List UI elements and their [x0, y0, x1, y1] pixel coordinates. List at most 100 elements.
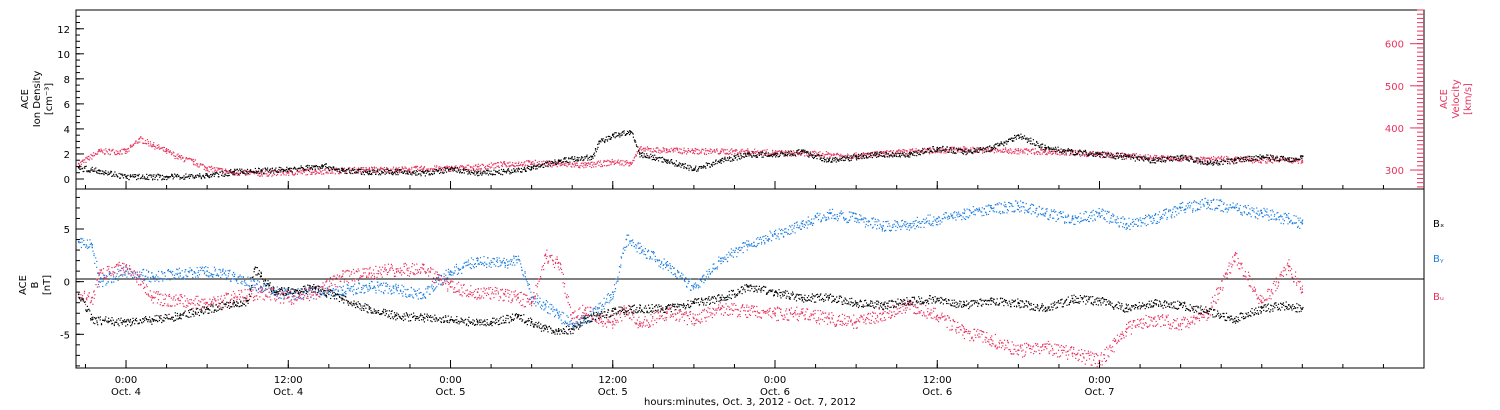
density-series-point [227, 175, 229, 177]
density-series-point [693, 169, 695, 171]
by-series-point [237, 282, 239, 284]
density-series-point [862, 156, 864, 158]
density-series-point [958, 149, 960, 151]
velocity-series-point [754, 148, 756, 150]
velocity-series-point [371, 166, 373, 168]
density-series-point [825, 159, 827, 161]
by-series-point [230, 280, 232, 282]
density-series-point [134, 174, 137, 176]
by-series-point [193, 271, 195, 273]
velocity-series-point [830, 155, 833, 157]
velocity-series-point [652, 148, 655, 150]
velocity-series-marker [1301, 159, 1304, 162]
density-series-point [119, 177, 121, 179]
density-series-point [1082, 152, 1084, 154]
by-series-point [191, 269, 193, 272]
by-series-point [363, 285, 365, 287]
density-series-point [120, 173, 122, 176]
velocity-series-point [442, 167, 444, 169]
velocity-series-point [451, 169, 453, 172]
by-series-point [430, 286, 432, 288]
density-series-point [995, 143, 998, 145]
by-series-point [332, 289, 334, 291]
density-series-point [464, 169, 466, 171]
density-series-point [1241, 157, 1243, 159]
velocity-series-point [620, 159, 622, 162]
density-series-marker [963, 150, 966, 153]
velocity-series-point [319, 172, 321, 174]
density-series-point [857, 156, 859, 158]
density-series-point [1192, 158, 1194, 161]
density-series-point [992, 147, 995, 149]
velocity-series-point [103, 149, 105, 151]
velocity-series-point [772, 149, 774, 151]
velocity-series-point [1202, 157, 1204, 160]
density-series-point [983, 148, 985, 150]
velocity-series-point [402, 168, 404, 170]
velocity-series-point [804, 155, 806, 157]
velocity-series-point [813, 153, 815, 155]
density-series-point [1181, 157, 1183, 159]
by-series-point [164, 272, 166, 274]
velocity-series-point [330, 167, 332, 169]
by-series-point [370, 280, 372, 282]
velocity-series-point [577, 166, 580, 168]
velocity-series-point [631, 161, 633, 163]
by-series-point [107, 281, 109, 283]
density-series-point [637, 146, 639, 148]
density-series-point [838, 160, 840, 162]
density-series-point [606, 139, 608, 141]
density-series-point [278, 171, 280, 173]
velocity-series-point [1070, 151, 1072, 153]
velocity-series-point [512, 164, 514, 166]
velocity-series-point [741, 150, 743, 152]
by-series-point [276, 286, 278, 288]
density-series-marker [855, 155, 857, 158]
density-series-point [841, 156, 844, 158]
velocity-series-point [407, 170, 409, 173]
velocity-series-point [1131, 154, 1133, 156]
density-series-point [153, 174, 155, 176]
density-series-point [991, 148, 993, 150]
density-series-point [1029, 143, 1031, 145]
density-series-point [463, 168, 465, 170]
velocity-series-point [1077, 149, 1079, 152]
velocity-series-point [556, 166, 558, 168]
velocity-series-point [257, 174, 259, 176]
velocity-series-point [761, 154, 763, 156]
velocity-series-point [762, 149, 764, 151]
density-series-point [790, 150, 792, 152]
velocity-series-point [423, 166, 426, 168]
by-series-point [186, 276, 188, 278]
by-series-point [444, 279, 446, 281]
velocity-series-point [547, 162, 549, 164]
velocity-series-point [150, 145, 152, 147]
velocity-series-point [1189, 157, 1191, 159]
velocity-series-point [1002, 151, 1005, 153]
by-series-point [93, 253, 95, 255]
by-series-point [161, 271, 163, 273]
density-series-point [88, 171, 90, 173]
density-series-point [384, 173, 386, 175]
by-series-point [478, 263, 480, 265]
density-series-point [257, 171, 259, 173]
velocity-series-point [433, 168, 435, 170]
density-series-point [283, 168, 285, 171]
density-series-point [270, 170, 273, 172]
velocity-series-point [662, 147, 664, 149]
density-series-point [755, 154, 757, 156]
density-series-point [663, 158, 665, 160]
by-series-point [234, 279, 236, 281]
velocity-series-point [582, 162, 585, 164]
velocity-series-point [291, 172, 293, 174]
by-series-point [346, 287, 348, 289]
density-series-point [1171, 160, 1174, 162]
velocity-series-point [973, 151, 975, 153]
density-series-point [1235, 162, 1237, 164]
by-series-point [93, 255, 95, 257]
velocity-series-point [833, 153, 835, 155]
velocity-series-point [636, 151, 638, 153]
by-series-point [296, 296, 298, 298]
velocity-series-point [461, 165, 463, 167]
velocity-series-point [696, 153, 698, 155]
